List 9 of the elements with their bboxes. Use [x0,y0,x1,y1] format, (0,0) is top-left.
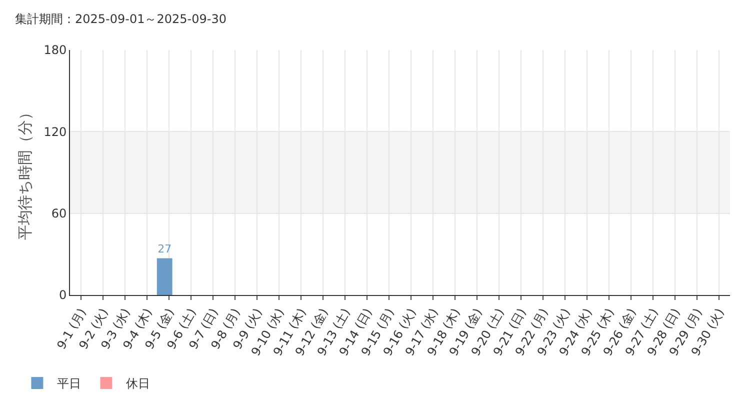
legend-label: 休日 [126,376,150,391]
y-axis-title: 平均待ち時間（分） [16,105,34,240]
y-tick-label: 180 [44,43,67,58]
y-tick-label: 60 [51,206,67,221]
legend-label: 平日 [57,376,82,391]
data-label: 27 [158,242,172,256]
y-tick-label: 120 [44,124,67,139]
chart-title: 集計期間：2025-09-01～2025-09-30 [15,12,226,26]
y-tick-label: 0 [58,288,67,302]
